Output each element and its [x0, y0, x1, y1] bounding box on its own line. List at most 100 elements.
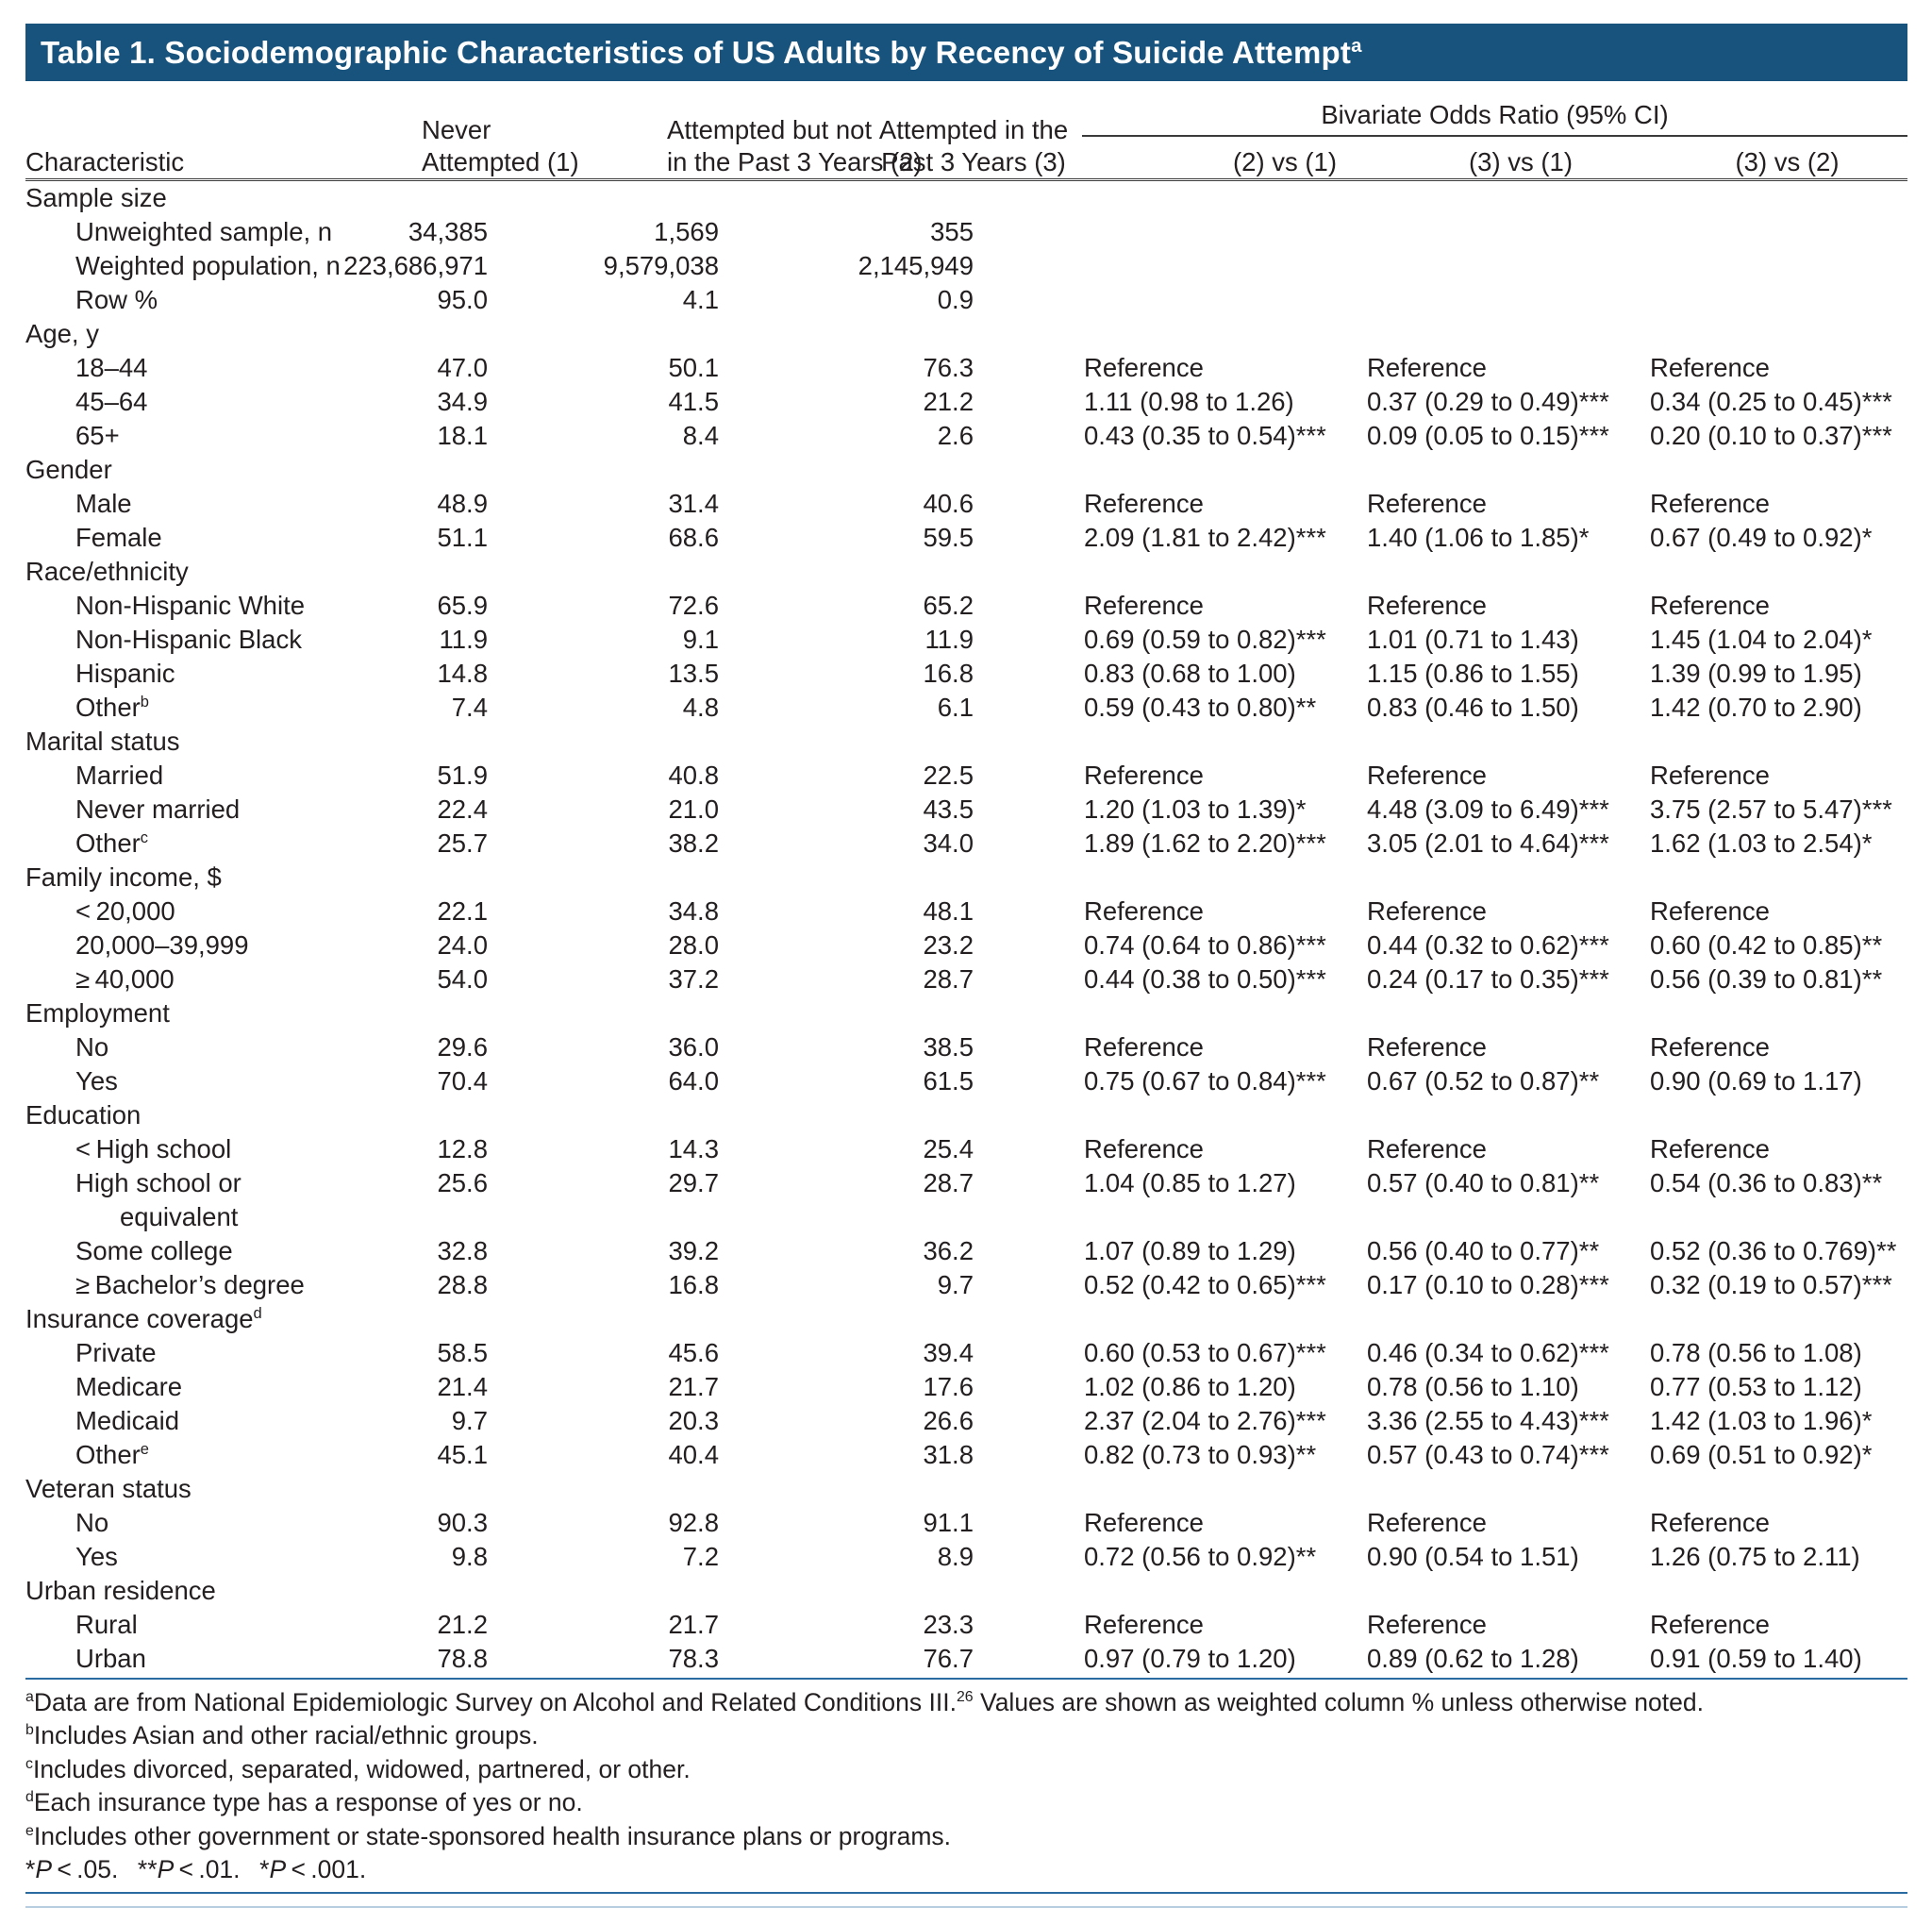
- odds-ratio-cell: 0.17 (0.10 to 0.28)***: [1367, 1269, 1609, 1299]
- odds-ratio-cell: 1.07 (0.89 to 1.29): [1084, 1235, 1296, 1265]
- table-row: Never married 22.4 21.0 43.5 1.20 (1.03 to 1…: [25, 793, 1907, 827]
- table-row: Private 58.5 45.6 39.4 0.60 (0.53 to 0.67)**…: [25, 1336, 1907, 1370]
- odds-ratio-cell: Reference: [1084, 488, 1204, 518]
- odds-ratio-cell: 0.59 (0.43 to 0.80)**: [1084, 692, 1317, 722]
- col-header-2-vs-1: (2) vs (1): [1082, 136, 1365, 181]
- value-cell: 0.9: [937, 284, 974, 314]
- value-cell: 59.5: [923, 522, 974, 552]
- section-row: Gender: [25, 453, 1907, 487]
- value-cell: 91.1: [923, 1507, 974, 1537]
- row-label: Weighted population, n: [75, 250, 341, 280]
- value-cell: 70.4: [437, 1065, 488, 1096]
- odds-ratio-cell: 0.52 (0.36 to 0.769)**: [1650, 1235, 1897, 1265]
- odds-ratio-cell: 2.37 (2.04 to 2.76)***: [1084, 1405, 1326, 1435]
- value-cell: 40.8: [668, 760, 719, 790]
- table-row: Married 51.9 40.8 22.5 Reference Reference Ref…: [25, 759, 1907, 793]
- row-label: ≥ Bachelor’s degree: [75, 1269, 305, 1299]
- table-row: 65+ 18.1 8.4 2.6 0.43 (0.35 to 0.54)*** 0.09 …: [25, 419, 1907, 453]
- row-label: Urban: [75, 1643, 146, 1673]
- odds-ratio-cell: 0.78 (0.56 to 1.08): [1650, 1337, 1862, 1367]
- value-cell: 6.1: [937, 692, 974, 722]
- table-row: No 29.6 36.0 38.5 Reference Reference Referenc…: [25, 1030, 1907, 1064]
- odds-ratio-cell: [1365, 215, 1648, 249]
- row-label: ≥ 40,000: [75, 963, 175, 994]
- odds-ratio-cell: 0.24 (0.17 to 0.35)***: [1367, 963, 1609, 994]
- row-label: Never married: [75, 794, 241, 824]
- odds-ratio-cell: Reference: [1367, 1031, 1487, 1062]
- significance-note: *P < .05. **P < .01. *P < .001.: [25, 1855, 367, 1883]
- row-label: Otherc: [75, 828, 149, 858]
- odds-ratio-cell: 0.90 (0.69 to 1.17): [1650, 1065, 1862, 1096]
- odds-ratio-cell: 0.78 (0.56 to 1.10): [1367, 1371, 1579, 1401]
- odds-ratio-cell: 0.90 (0.54 to 1.51): [1367, 1541, 1579, 1571]
- odds-ratio-cell: Reference: [1367, 488, 1487, 518]
- value-cell: 38.2: [668, 828, 719, 858]
- value-cell: 54.0: [437, 963, 488, 994]
- value-cell: 2,145,949: [858, 250, 974, 280]
- value-cell: 1,569: [654, 216, 719, 246]
- section-label: Urban residence: [25, 1575, 216, 1605]
- section-label: Family income, $: [25, 862, 222, 892]
- table-row: Medicaid 9.7 20.3 26.6 2.37 (2.04 to 2.76)**…: [25, 1404, 1907, 1438]
- table-row: Rural 21.2 21.7 23.3 Reference Reference Refer…: [25, 1608, 1907, 1642]
- value-cell: 51.9: [437, 760, 488, 790]
- col-header-attempted-not-past3y: Attempted but not in the Past 3 Years (2): [488, 92, 923, 181]
- value-cell: 21.4: [437, 1371, 488, 1401]
- section-row: Race/ethnicity: [25, 555, 1907, 589]
- value-cell: 37.2: [668, 963, 719, 994]
- col-header-line: Attempted but not: [667, 114, 873, 144]
- value-cell: 9.1: [682, 624, 719, 654]
- value-cell: 4.8: [682, 692, 719, 722]
- odds-ratio-cell: 0.56 (0.40 to 0.77)**: [1367, 1235, 1600, 1265]
- odds-ratio-cell: [1648, 215, 1907, 249]
- row-label: Otherb: [75, 692, 149, 722]
- footnote: aData are from National Epidemiologic Su…: [25, 1687, 1704, 1716]
- col-header-bivariate-odds-ratio: Bivariate Odds Ratio (95% CI): [1082, 92, 1907, 137]
- odds-ratio-cell: 0.82 (0.73 to 0.93)**: [1084, 1439, 1317, 1469]
- value-cell: 34,385: [408, 216, 488, 246]
- value-cell: 23.2: [923, 929, 974, 960]
- value-cell: 16.8: [923, 658, 974, 688]
- row-label: Othere: [75, 1439, 149, 1469]
- section-label: Insurance coveraged: [25, 1303, 262, 1333]
- table-title-bar: Table 1. Sociodemographic Characteristic…: [25, 24, 1907, 81]
- table-row: ≥ 40,000 54.0 37.2 28.7 0.44 (0.38 to 0.50)*…: [25, 962, 1907, 996]
- odds-ratio-cell: Reference: [1650, 895, 1770, 926]
- row-label: Private: [75, 1337, 157, 1367]
- row-label: 20,000–39,999: [75, 929, 249, 960]
- table-row: Yes 70.4 64.0 61.5 0.75 (0.67 to 0.84)*** 0.6…: [25, 1064, 1907, 1098]
- odds-ratio-cell: Reference: [1367, 1133, 1487, 1163]
- row-label: < 20,000: [75, 895, 175, 926]
- value-cell: 20.3: [668, 1405, 719, 1435]
- col-header-line: Past 3 Years (3): [881, 146, 1066, 176]
- odds-ratio-cell: Reference: [1367, 352, 1487, 382]
- odds-ratio-cell: 0.75 (0.67 to 0.84)***: [1084, 1065, 1326, 1096]
- row-label: Some college: [75, 1235, 233, 1265]
- odds-ratio-cell: Reference: [1084, 1133, 1204, 1163]
- odds-ratio-cell: 0.91 (0.59 to 1.40): [1650, 1643, 1862, 1673]
- table-row: Non-Hispanic Black 11.9 9.1 11.9 0.69 (0.59 …: [25, 623, 1907, 657]
- table-row: < 20,000 22.1 34.8 48.1 Reference Reference Re…: [25, 895, 1907, 929]
- value-cell: 7.4: [451, 692, 488, 722]
- odds-ratio-cell: Reference: [1367, 590, 1487, 620]
- value-cell: 355: [930, 216, 974, 246]
- value-cell: 34.8: [668, 895, 719, 926]
- footnote: eIncludes other government or state-spon…: [25, 1821, 952, 1850]
- value-cell: 29.7: [668, 1167, 719, 1197]
- table-title-footnote-marker: a: [1351, 35, 1362, 57]
- section-row: Employment: [25, 996, 1907, 1030]
- odds-ratio-cell: Reference: [1367, 760, 1487, 790]
- section-label: Marital status: [25, 726, 180, 756]
- value-cell: 95.0: [437, 284, 488, 314]
- row-label: Medicaid: [75, 1405, 180, 1435]
- value-cell: 7.2: [682, 1541, 719, 1571]
- odds-ratio-cell: Reference: [1084, 895, 1204, 926]
- odds-ratio-cell: Reference: [1650, 352, 1770, 382]
- odds-ratio-cell: 1.62 (1.03 to 2.54)*: [1650, 828, 1873, 858]
- section-label: Employment: [25, 997, 170, 1028]
- table-title: Table 1. Sociodemographic Characteristic…: [41, 35, 1352, 70]
- table-row: Yes 9.8 7.2 8.9 0.72 (0.56 to 0.92)** 0.90 (0…: [25, 1540, 1907, 1574]
- section-row: Education: [25, 1098, 1907, 1132]
- table-row: 45–64 34.9 41.5 21.2 1.11 (0.98 to 1.26) 0.37…: [25, 385, 1907, 419]
- value-cell: 40.4: [668, 1439, 719, 1469]
